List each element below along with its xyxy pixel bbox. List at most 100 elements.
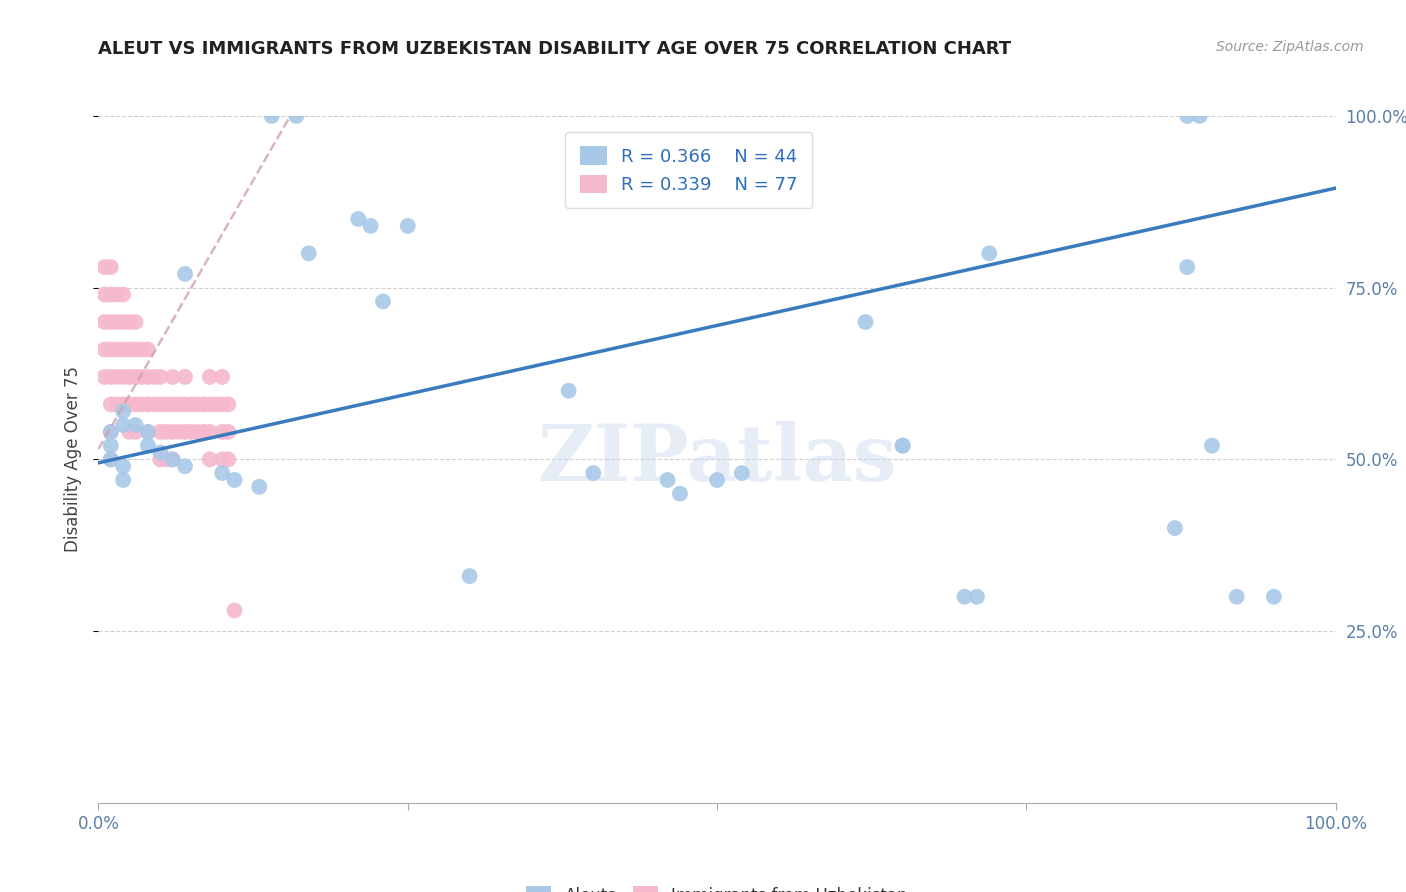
Point [131, 397, 153, 411]
Point [1164, 521, 1187, 535]
Point [582, 466, 605, 480]
Point [100, 452, 122, 467]
Point [657, 473, 679, 487]
Point [174, 459, 197, 474]
Point [112, 370, 135, 384]
Point [298, 246, 321, 260]
Point [162, 452, 184, 467]
Point [118, 425, 141, 439]
Point [100, 425, 122, 439]
Point [224, 603, 246, 617]
Point [247, 480, 270, 494]
Point [347, 212, 370, 227]
Point [93, 370, 115, 384]
Point [193, 425, 215, 439]
Point [112, 417, 135, 433]
Point [1263, 590, 1285, 604]
Point [217, 397, 239, 411]
Point [105, 397, 128, 411]
Point [100, 260, 122, 274]
Point [186, 425, 208, 439]
Point [285, 109, 308, 123]
Point [180, 397, 202, 411]
Point [100, 343, 122, 357]
Point [118, 397, 141, 411]
Point [211, 370, 233, 384]
Point [1226, 590, 1249, 604]
Point [198, 370, 221, 384]
Point [198, 397, 221, 411]
Point [100, 287, 122, 301]
Point [124, 343, 146, 357]
Point [162, 397, 184, 411]
Point [93, 315, 115, 329]
Point [953, 590, 976, 604]
Point [155, 397, 177, 411]
Point [174, 397, 197, 411]
Point [100, 425, 122, 439]
Point [100, 370, 122, 384]
Point [162, 425, 184, 439]
Point [105, 370, 128, 384]
Point [149, 452, 172, 467]
Point [118, 343, 141, 357]
Point [124, 425, 146, 439]
Point [118, 315, 141, 329]
Point [193, 397, 215, 411]
Point [124, 370, 146, 384]
Point [217, 452, 239, 467]
Point [966, 590, 988, 604]
Text: ALEUT VS IMMIGRANTS FROM UZBEKISTAN DISABILITY AGE OVER 75 CORRELATION CHART: ALEUT VS IMMIGRANTS FROM UZBEKISTAN DISA… [98, 40, 1011, 58]
Point [458, 569, 481, 583]
Point [211, 397, 233, 411]
Point [149, 445, 172, 459]
Point [112, 473, 135, 487]
Point [112, 397, 135, 411]
Point [155, 425, 177, 439]
Point [855, 315, 877, 329]
Point [136, 370, 159, 384]
Point [1201, 439, 1223, 453]
Point [131, 343, 153, 357]
Point [93, 343, 115, 357]
Point [1188, 109, 1211, 123]
Point [260, 109, 283, 123]
Point [93, 260, 115, 274]
Point [198, 452, 221, 467]
Point [136, 397, 159, 411]
Legend: Aleuts, Immigrants from Uzbekistan: Aleuts, Immigrants from Uzbekistan [519, 880, 915, 892]
Y-axis label: Disability Age Over 75: Disability Age Over 75 [65, 367, 83, 552]
Point [124, 315, 146, 329]
Point [100, 439, 122, 453]
Text: Source: ZipAtlas.com: Source: ZipAtlas.com [1216, 40, 1364, 54]
Point [124, 417, 146, 433]
Point [136, 343, 159, 357]
Point [149, 370, 172, 384]
Point [371, 294, 394, 309]
Point [174, 370, 197, 384]
Point [186, 397, 208, 411]
Point [100, 452, 122, 467]
Point [112, 343, 135, 357]
Point [124, 397, 146, 411]
Point [1175, 260, 1198, 274]
Point [112, 459, 135, 474]
Point [198, 425, 221, 439]
Point [211, 466, 233, 480]
Point [118, 370, 141, 384]
Point [162, 370, 184, 384]
Point [155, 452, 177, 467]
Point [669, 487, 692, 501]
Point [211, 452, 233, 467]
Point [149, 397, 172, 411]
Point [174, 425, 197, 439]
Point [211, 425, 233, 439]
Point [891, 439, 914, 453]
Point [136, 425, 159, 439]
Point [105, 287, 128, 301]
Text: ZIPatlas: ZIPatlas [537, 421, 897, 498]
Point [105, 315, 128, 329]
Point [167, 397, 190, 411]
Point [174, 267, 197, 281]
Point [100, 315, 122, 329]
